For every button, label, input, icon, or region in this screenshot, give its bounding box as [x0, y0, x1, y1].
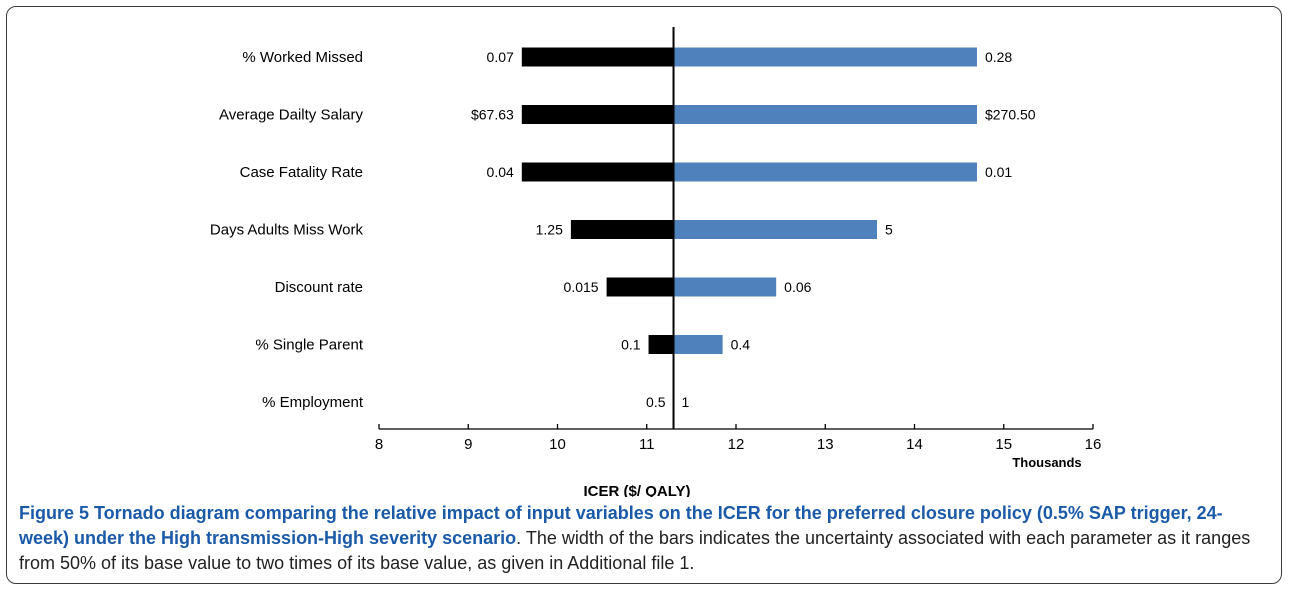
high-bar [673, 335, 723, 354]
high-bar [673, 220, 878, 239]
category-label: % Worked Missed [242, 49, 363, 66]
x-tick-label: 11 [639, 436, 655, 453]
high-bar [673, 162, 977, 182]
low-bar-data-label: 0.5 [646, 394, 666, 410]
chart-area: 8 9 10 11 12 13 14 15 16 % Worked Missed 0.07 0.28… [7, 7, 1283, 500]
category-label: % Single Parent [255, 337, 363, 354]
x-tick-label: 13 [817, 436, 834, 453]
low-bar [570, 220, 674, 239]
caption-body: . The width of the bars indicates the un… [19, 528, 1251, 573]
x-tick-label: 8 [375, 436, 383, 453]
x-axis-title: ICER ($/ QALY) [584, 483, 691, 497]
low-bar [521, 162, 674, 182]
x-tick-label: 15 [995, 436, 1012, 453]
high-bar-data-label: 0.28 [985, 49, 1012, 65]
high-bar [673, 47, 977, 67]
category-label: Average Dailty Salary [219, 107, 363, 124]
high-bar-data-label: 0.01 [985, 164, 1012, 180]
category-label: % Employment [262, 394, 364, 411]
x-unit-label: Thousands [1012, 455, 1081, 470]
high-bar-data-label: 0.06 [784, 279, 811, 295]
x-tick-label: 12 [728, 436, 745, 453]
x-tick-label: 16 [1085, 436, 1102, 453]
low-bar-data-label: 0.015 [564, 279, 599, 295]
low-bar-data-label: 0.07 [487, 49, 514, 65]
low-bar-data-label: 0.1 [621, 337, 641, 353]
high-bar-data-label: 5 [885, 222, 893, 238]
high-bar-data-label: $270.50 [985, 107, 1036, 123]
x-tick-label: 10 [549, 436, 566, 453]
figure-caption: Figure 5 Tornado diagram comparing the r… [19, 501, 1269, 576]
x-tick-label: 9 [464, 436, 472, 453]
low-bar [606, 277, 674, 297]
figure-frame: 8 9 10 11 12 13 14 15 16 % Worked Missed 0.07 0.28… [6, 6, 1282, 584]
low-bar [521, 47, 674, 67]
category-label: Discount rate [275, 279, 363, 296]
low-bar [521, 105, 674, 124]
low-bar-data-label: 0.04 [487, 164, 514, 180]
low-bar-data-label: $67.63 [471, 107, 514, 123]
category-label: Case Fatality Rate [240, 164, 363, 181]
high-bar [673, 277, 777, 297]
category-label: Days Adults Miss Work [210, 222, 364, 239]
high-bar [673, 105, 977, 124]
low-bar [648, 335, 674, 354]
low-bar-data-label: 1.25 [536, 222, 563, 238]
high-bar-data-label: 0.4 [731, 337, 751, 353]
tornado-chart: 8 9 10 11 12 13 14 15 16 % Worked Missed 0.07 0.28… [210, 27, 1102, 500]
caption-title: Tornado diagram comparing the relative i… [19, 503, 1223, 548]
figure-label: Figure 5 [19, 503, 90, 523]
x-tick-label: 14 [906, 436, 923, 453]
high-bar-data-label: 1 [682, 394, 690, 410]
